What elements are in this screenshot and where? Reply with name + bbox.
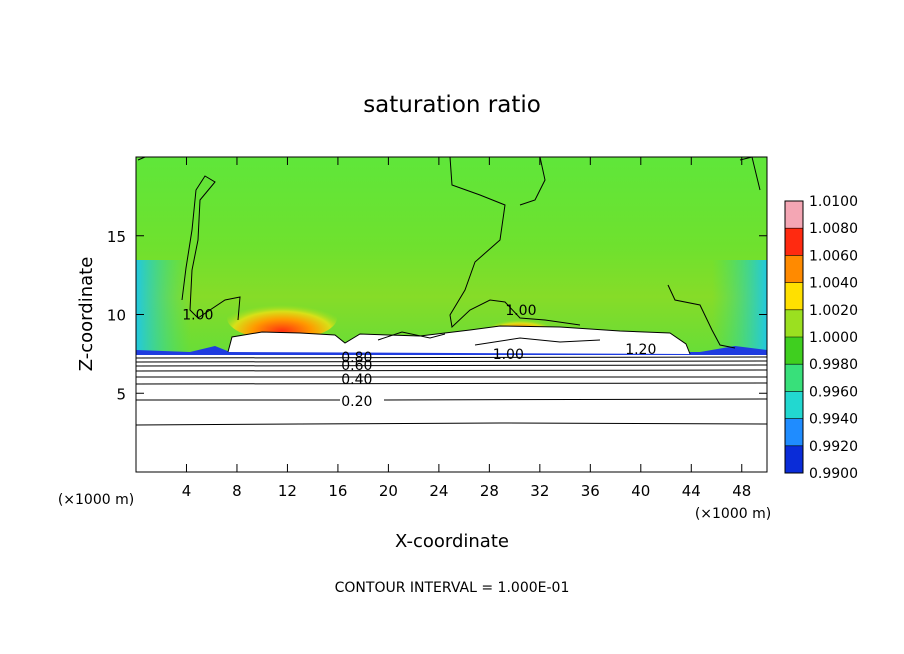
colorbar-label-0: 1.0100 bbox=[809, 194, 858, 210]
colorbar-label-2: 1.0060 bbox=[809, 248, 858, 264]
cloud-region-left bbox=[228, 326, 690, 354]
colorbar: 1.0100 1.0080 1.0060 1.0040 1.0020 1.0000 0.99… bbox=[784, 194, 858, 482]
x-tick-label-6: 28 bbox=[480, 482, 499, 500]
x-tick-label-7: 32 bbox=[530, 482, 549, 500]
x-axis-label: X-coordinate bbox=[395, 531, 509, 552]
low-ratio-band bbox=[136, 346, 767, 357]
colorbar-swatch-6 bbox=[785, 364, 803, 392]
y-tick-label-2: 15 bbox=[107, 228, 126, 246]
y-axis: 5 10 15 bbox=[107, 228, 767, 403]
colorbar-swatch-1 bbox=[785, 228, 803, 256]
x-tick-label-11: 48 bbox=[732, 482, 751, 500]
contour-label-0: 1.00 bbox=[182, 308, 213, 324]
right-edge-shading bbox=[712, 260, 767, 357]
colorbar-swatch-5 bbox=[785, 337, 803, 365]
colorbar-swatch-7 bbox=[785, 391, 803, 419]
contour-label-6: 0.40 bbox=[341, 372, 372, 388]
hot-spot-left bbox=[227, 296, 337, 340]
y-axis-label: Z-coordinate bbox=[76, 257, 97, 372]
colorbar-label-4: 1.0020 bbox=[809, 303, 858, 319]
colorbar-label-9: 0.9920 bbox=[809, 439, 858, 455]
colorbar-label-10: 0.9900 bbox=[809, 466, 858, 482]
x-tick-label-2: 12 bbox=[278, 482, 297, 500]
contour-label-2: 1.00 bbox=[493, 347, 524, 363]
subsaturated-region bbox=[136, 355, 767, 472]
x-tick-label-9: 40 bbox=[631, 482, 650, 500]
x-unit-label: (×1000 m) bbox=[695, 506, 771, 522]
colorbar-label-6: 0.9980 bbox=[809, 357, 858, 373]
colorbar-label-8: 0.9940 bbox=[809, 412, 858, 428]
contour-lines bbox=[136, 157, 767, 426]
colorbar-swatch-8 bbox=[785, 418, 803, 446]
x-tick-label-4: 20 bbox=[379, 482, 398, 500]
colorbar-label-3: 1.0040 bbox=[809, 276, 858, 292]
colorbar-swatch-4 bbox=[785, 309, 803, 337]
colorbar-swatch-9 bbox=[785, 445, 803, 473]
colorbar-label-1: 1.0080 bbox=[809, 221, 858, 237]
x-axis: 4 8 12 16 20 24 28 32 36 40 44 48 bbox=[182, 157, 751, 500]
contour-label-7: 0.20 bbox=[341, 394, 372, 410]
y-tick-label-0: 5 bbox=[116, 385, 126, 403]
contour-labels: 1.00 1.00 1.00 1.20 0.800.600.40 0.20 bbox=[182, 303, 656, 410]
x-tick-label-10: 44 bbox=[682, 482, 701, 500]
colorbar-swatch-3 bbox=[785, 282, 803, 310]
contour-label-1: 1.00 bbox=[505, 303, 536, 319]
colorbar-swatch-2 bbox=[785, 255, 803, 283]
x-tick-label-3: 16 bbox=[328, 482, 347, 500]
chart-title: saturation ratio bbox=[363, 92, 541, 118]
contour-label-3: 1.20 bbox=[625, 342, 656, 358]
x-tick-label-5: 24 bbox=[429, 482, 448, 500]
x-tick-label-8: 36 bbox=[581, 482, 600, 500]
y-unit-label: (×1000 m) bbox=[58, 492, 134, 508]
colorbar-swatch-0 bbox=[785, 201, 803, 229]
contour-label-4: 0.80 bbox=[341, 350, 372, 366]
x-tick-label-0: 4 bbox=[182, 482, 192, 500]
contour-interval-footer: CONTOUR INTERVAL = 1.000E-01 bbox=[335, 580, 570, 596]
colorbar-label-5: 1.0000 bbox=[809, 330, 858, 346]
y-tick-label-1: 10 bbox=[107, 307, 126, 325]
contour-label-5: 0.60 bbox=[341, 358, 372, 374]
colorbar-label-7: 0.9960 bbox=[809, 384, 858, 400]
x-tick-label-1: 8 bbox=[232, 482, 242, 500]
left-edge-shading bbox=[136, 260, 191, 357]
heatmap-field bbox=[136, 157, 767, 472]
